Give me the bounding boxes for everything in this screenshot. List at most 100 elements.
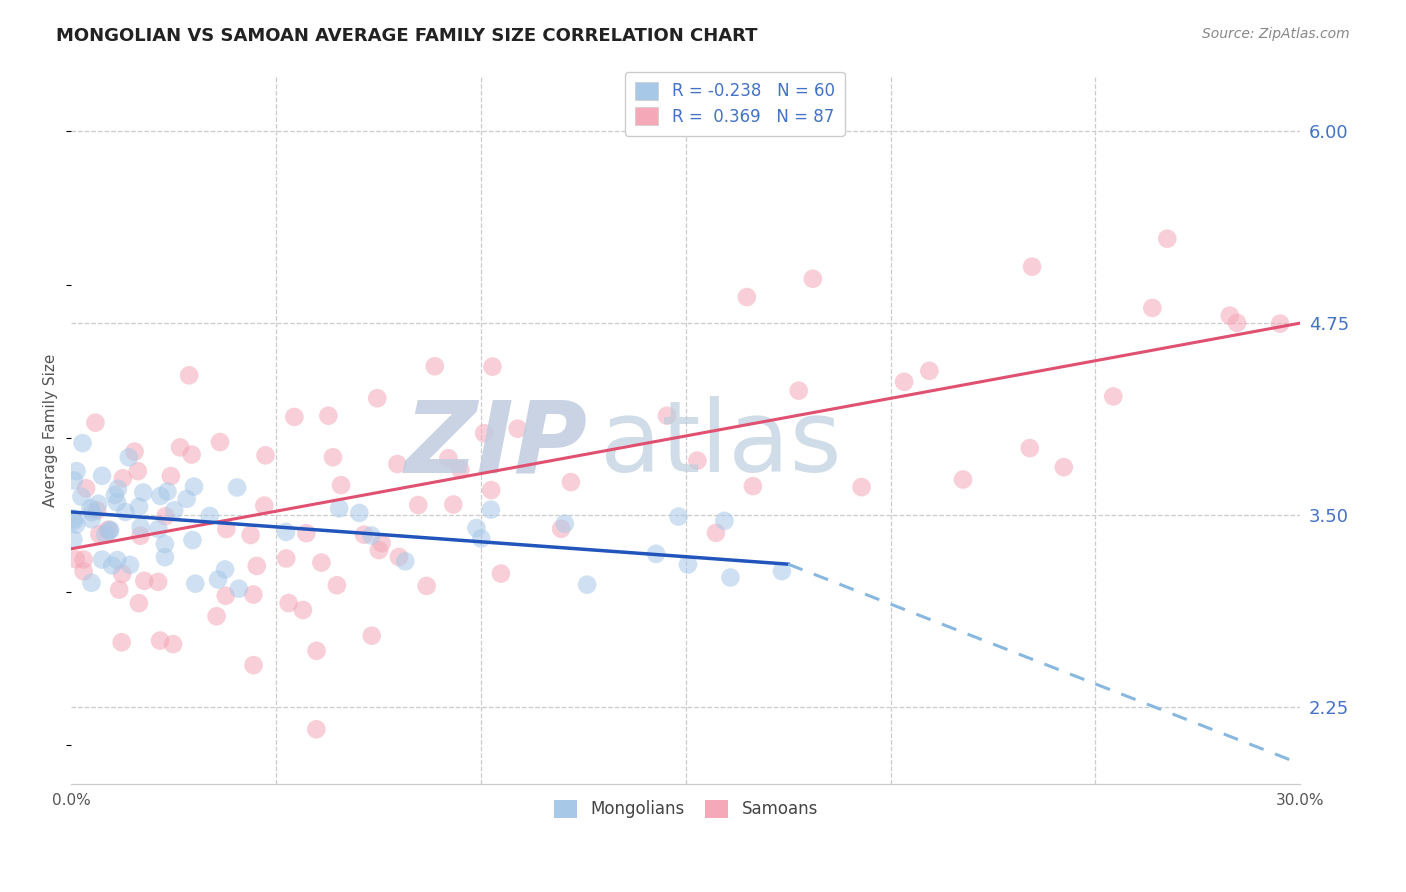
Point [70, 490, 93, 504]
Point [330, 478, 353, 492]
Point [214, 562, 236, 576]
Point [114, 505, 136, 519]
Point [479, 483, 502, 497]
Point [481, 359, 503, 374]
Point [153, 550, 176, 565]
Point [105, 553, 128, 567]
Point [118, 450, 141, 465]
Point [215, 522, 238, 536]
Point [101, 558, 124, 573]
Point [1053, 460, 1076, 475]
Point [472, 426, 495, 441]
Point [349, 506, 371, 520]
Point [239, 528, 262, 542]
Point [63, 474, 86, 488]
Point [75, 481, 97, 495]
Point [787, 384, 810, 398]
Point [111, 471, 134, 485]
Point [277, 596, 299, 610]
Point [387, 457, 409, 471]
Point [198, 509, 221, 524]
Point [134, 574, 156, 588]
Point [276, 551, 298, 566]
Point [228, 582, 250, 596]
Point [124, 444, 146, 458]
Point [132, 485, 155, 500]
Point [686, 453, 709, 467]
Point [129, 529, 152, 543]
Point [118, 558, 141, 572]
Point [254, 448, 277, 462]
Point [441, 498, 464, 512]
Point [328, 501, 350, 516]
Point [62, 512, 84, 526]
Point [423, 359, 446, 374]
Text: Source: ZipAtlas.com: Source: ZipAtlas.com [1202, 27, 1350, 41]
Point [179, 368, 201, 383]
Point [127, 464, 149, 478]
Point [370, 536, 392, 550]
Point [918, 364, 941, 378]
Point [388, 549, 411, 564]
Point [169, 440, 191, 454]
Point [149, 489, 172, 503]
Point [1102, 389, 1125, 403]
Point [1156, 232, 1178, 246]
Point [489, 566, 512, 581]
Point [437, 451, 460, 466]
Point [305, 723, 328, 737]
Point [295, 526, 318, 541]
Point [155, 509, 177, 524]
Point [506, 422, 529, 436]
Point [226, 480, 249, 494]
Point [246, 558, 269, 573]
Point [360, 629, 382, 643]
Point [87, 497, 110, 511]
Point [128, 596, 150, 610]
Point [107, 482, 129, 496]
Point [94, 527, 117, 541]
Point [676, 558, 699, 572]
Point [283, 409, 305, 424]
Point [108, 582, 131, 597]
Point [97, 523, 120, 537]
Point [163, 503, 186, 517]
Point [449, 463, 471, 477]
Point [105, 495, 128, 509]
Point [91, 552, 114, 566]
Point [394, 554, 416, 568]
Point [149, 633, 172, 648]
Point [62, 533, 84, 547]
Point [180, 448, 202, 462]
Point [1268, 317, 1291, 331]
Point [89, 527, 111, 541]
Point [183, 480, 205, 494]
Point [322, 450, 344, 465]
Point [104, 488, 127, 502]
Point [176, 491, 198, 506]
Point [65, 464, 87, 478]
Point [655, 409, 678, 423]
Point [63, 514, 86, 528]
Point [72, 565, 94, 579]
Point [1219, 309, 1241, 323]
Point [318, 409, 340, 423]
Point [111, 635, 134, 649]
Point [893, 375, 915, 389]
Point [80, 505, 103, 519]
Point [253, 499, 276, 513]
Point [65, 552, 87, 566]
Point [207, 573, 229, 587]
Point [770, 564, 793, 578]
Point [86, 503, 108, 517]
Y-axis label: Average Family Size: Average Family Size [44, 354, 58, 508]
Point [713, 514, 735, 528]
Text: atlas: atlas [600, 396, 841, 493]
Point [305, 644, 328, 658]
Point [215, 589, 238, 603]
Point [156, 484, 179, 499]
Point [181, 533, 204, 548]
Point [326, 578, 349, 592]
Point [1021, 260, 1043, 274]
Point [65, 517, 87, 532]
